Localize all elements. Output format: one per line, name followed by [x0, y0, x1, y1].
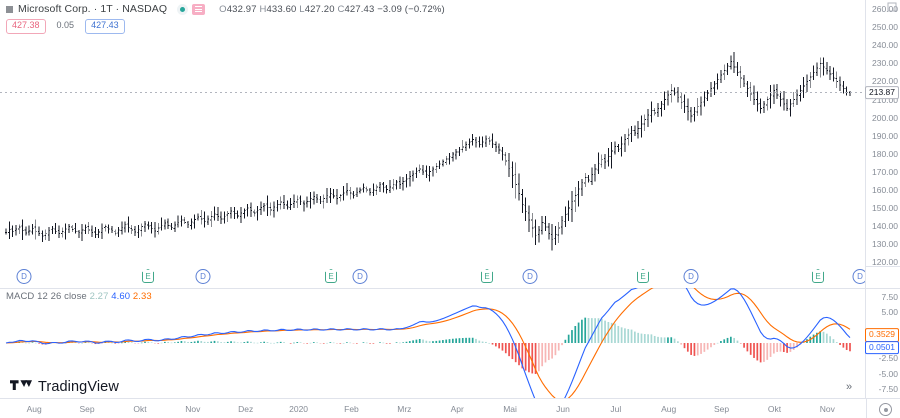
symbol-title[interactable]: Microsoft Corp. · 1T · NASDAQ [18, 3, 168, 15]
ohlc-values: O432.97 H433.60 L427.20 C427.43 −3.09 (−… [219, 4, 445, 15]
tradingview-mark-icon [10, 380, 32, 391]
macd-line-badge[interactable]: 0.0501 [865, 340, 899, 355]
macd-name[interactable]: MACD 12 26 close [6, 291, 87, 302]
close-value: 427.43 [344, 3, 375, 15]
price-pane[interactable] [0, 0, 866, 266]
time-axis-tick: Nov [819, 404, 835, 414]
current-price-badge[interactable]: 213.87 [865, 85, 899, 100]
macd-signal-badge[interactable]: 0.3529 [865, 327, 899, 342]
price-axis-tick: 220.00 [872, 76, 898, 87]
time-axis-tick: Okt [767, 404, 782, 414]
legend-primary-row: Microsoft Corp. · 1T · NASDAQ O432.97 H4… [6, 2, 626, 16]
time-axis-tick: Jun [556, 404, 570, 414]
price-axis-tick: 250.00 [872, 22, 898, 33]
bid-badge[interactable]: 427.38 [6, 19, 46, 34]
macd-pane[interactable]: MACD 12 26 close 2.27 4.60 2.33 [0, 288, 866, 398]
time-axis-tick: Dez [238, 404, 254, 414]
price-axis-tick: 190.00 [872, 130, 898, 141]
price-axis-tick: 160.00 [872, 185, 898, 195]
time-axis-tick: Okt [133, 404, 147, 414]
time-axis-tick: 2020 [289, 404, 309, 414]
price-axis[interactable]: 260.00 250.00 240.00 230.00 220.00 210.00 200.… [865, 0, 900, 398]
axis-separator [866, 266, 900, 267]
tradingview-wordmark: TradingView [38, 379, 119, 395]
time-axis-tick: Sep [714, 404, 730, 414]
time-axis-tick: Mai [503, 404, 517, 414]
tradingview-logo[interactable]: TradingView [10, 379, 119, 395]
spread-value: 0.05 [56, 20, 75, 30]
low-label: L [299, 3, 305, 15]
collapse-pane-button[interactable]: » [840, 379, 858, 395]
price-axis-tick: 130.00 [872, 239, 898, 250]
macd-plot [5, 288, 851, 398]
macd-axis-tick: -2.50 [878, 353, 898, 364]
earnings-marker[interactable]: E [325, 269, 337, 283]
quote-row: 427.38 0.05 427.43 [6, 19, 626, 34]
indicator-icon[interactable] [192, 3, 206, 15]
price-axis-tick: 240.00 [872, 40, 898, 51]
time-axis-tick: Mrz [397, 404, 412, 414]
dividend-marker[interactable]: D [852, 269, 868, 284]
time-axis-tick: Jul [610, 404, 622, 414]
price-axis-tick: 210.00 [872, 94, 898, 105]
axis-divider [866, 399, 867, 418]
dividend-marker[interactable]: D [16, 269, 32, 284]
chart-legend: Microsoft Corp. · 1T · NASDAQ O432.97 H4… [6, 2, 626, 34]
dividend-marker[interactable]: D [195, 269, 211, 284]
dividend-marker[interactable]: D [683, 269, 699, 284]
price-axis-tick: 170.00 [872, 166, 898, 177]
axis-separator [866, 288, 900, 289]
price-axis-tick: 150.00 [872, 203, 898, 214]
open-label: O [219, 3, 227, 15]
price-bars [0, 51, 866, 251]
change-value: −3.09 (−0.72%) [377, 3, 445, 15]
earnings-marker[interactable]: E [637, 269, 649, 283]
fullscreen-icon[interactable] [887, 2, 897, 12]
legend-icon-group [177, 3, 206, 15]
macd-legend: MACD 12 26 close 2.27 4.60 2.33 [6, 291, 152, 302]
time-axis[interactable]: Aug Sep Okt Nov Dez 2020 Feb Mrz Apr Mai Jun Jul Aug… [0, 398, 900, 418]
ask-badge[interactable]: 427.43 [85, 19, 125, 34]
time-axis-tick: Nov [185, 404, 201, 414]
earnings-marker[interactable]: E [142, 269, 154, 283]
price-axis-tick: 120.00 [872, 257, 898, 268]
time-axis-tick: Sep [79, 404, 95, 414]
macd-axis-tick: 5.00 [881, 307, 898, 318]
macd-axis-tick: -7.50 [878, 383, 898, 394]
macd-axis-tick: -5.00 [878, 368, 898, 379]
time-axis-tick: Aug [661, 404, 677, 414]
price-axis-tick: 230.00 [872, 58, 898, 69]
candles-icon[interactable] [177, 3, 189, 15]
earnings-marker[interactable]: E [812, 269, 824, 283]
macd-axis-tick: 7.50 [881, 292, 898, 303]
high-value: 433.60 [266, 3, 297, 15]
time-axis-tick: Aug [26, 404, 42, 414]
dividend-marker[interactable]: D [352, 269, 368, 284]
high-label: H [259, 3, 267, 15]
macd-hist-value: 2.27 [89, 291, 109, 302]
clock-icon[interactable] [879, 403, 892, 416]
low-value: 427.20 [304, 3, 335, 15]
time-axis-tick: Apr [450, 404, 464, 414]
earnings-marker[interactable]: E [481, 269, 493, 283]
symbol-swatch-icon [6, 5, 13, 13]
price-axis-tick: 200.00 [872, 112, 898, 123]
macd-line-value: 4.60 [111, 291, 131, 302]
close-label: C [337, 3, 345, 15]
dividend-marker[interactable]: D [522, 269, 538, 284]
open-value: 432.97 [226, 3, 257, 15]
price-axis-tick: 140.00 [872, 221, 898, 232]
price-axis-tick: 260.00 [872, 4, 898, 15]
price-axis-tick: 180.00 [872, 148, 898, 159]
time-axis-tick: Feb [344, 404, 359, 414]
macd-signal-value: 2.33 [132, 291, 152, 302]
